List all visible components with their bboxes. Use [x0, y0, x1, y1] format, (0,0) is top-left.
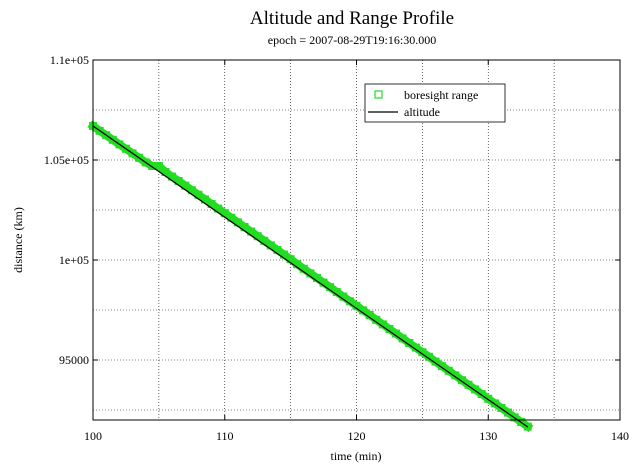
x-tick-label: 130 — [479, 429, 497, 443]
chart-subtitle: epoch = 2007-08-29T19:16:30.000 — [268, 33, 436, 47]
legend-box — [364, 83, 506, 123]
chart-title: Altitude and Range Profile — [250, 8, 454, 29]
x-tick-label: 110 — [216, 429, 234, 443]
y-tick-label: 95000 — [59, 353, 89, 367]
boresight-range-point — [477, 390, 486, 398]
y-axis-label: distance (km) — [11, 207, 25, 273]
boresight-range-point — [174, 177, 183, 185]
legend-label-altitude: altitude — [404, 105, 440, 119]
legend-label-boresight-range: boresight range — [404, 88, 478, 102]
boresight-range-point — [457, 376, 466, 385]
boresight-range-point — [464, 380, 473, 389]
boresight-range-point — [471, 385, 480, 394]
x-tick-label: 140 — [611, 429, 629, 443]
legend-marker-boresight-range — [374, 90, 383, 99]
boresight-range-point — [444, 366, 453, 375]
boresight-range-point — [451, 371, 460, 380]
boresight-range-point — [484, 394, 493, 403]
y-tick-label: 1.05e+05 — [44, 153, 89, 167]
y-tick-label: 1e+05 — [59, 253, 89, 267]
lines-layer — [92, 125, 529, 428]
boresight-range-point — [497, 404, 506, 412]
boresight-range-point — [490, 399, 499, 408]
x-tick-label: 100 — [84, 429, 102, 443]
y-tick-label: 1.1e+05 — [50, 53, 89, 67]
altitude-line — [92, 125, 529, 428]
boresight-range-point — [438, 362, 447, 371]
legend: boresight range altitude — [364, 83, 506, 123]
x-axis-label: time (min) — [331, 449, 382, 463]
boresight-range-point — [181, 181, 190, 190]
grid — [93, 60, 620, 420]
ticks: 100 110 120 130 140 95000 1e+05 1.05e+05 1.1e+05 — [44, 53, 629, 443]
boresight-range-point — [154, 162, 163, 170]
x-tick-label: 120 — [348, 429, 366, 443]
boresight-range-point — [431, 357, 440, 366]
